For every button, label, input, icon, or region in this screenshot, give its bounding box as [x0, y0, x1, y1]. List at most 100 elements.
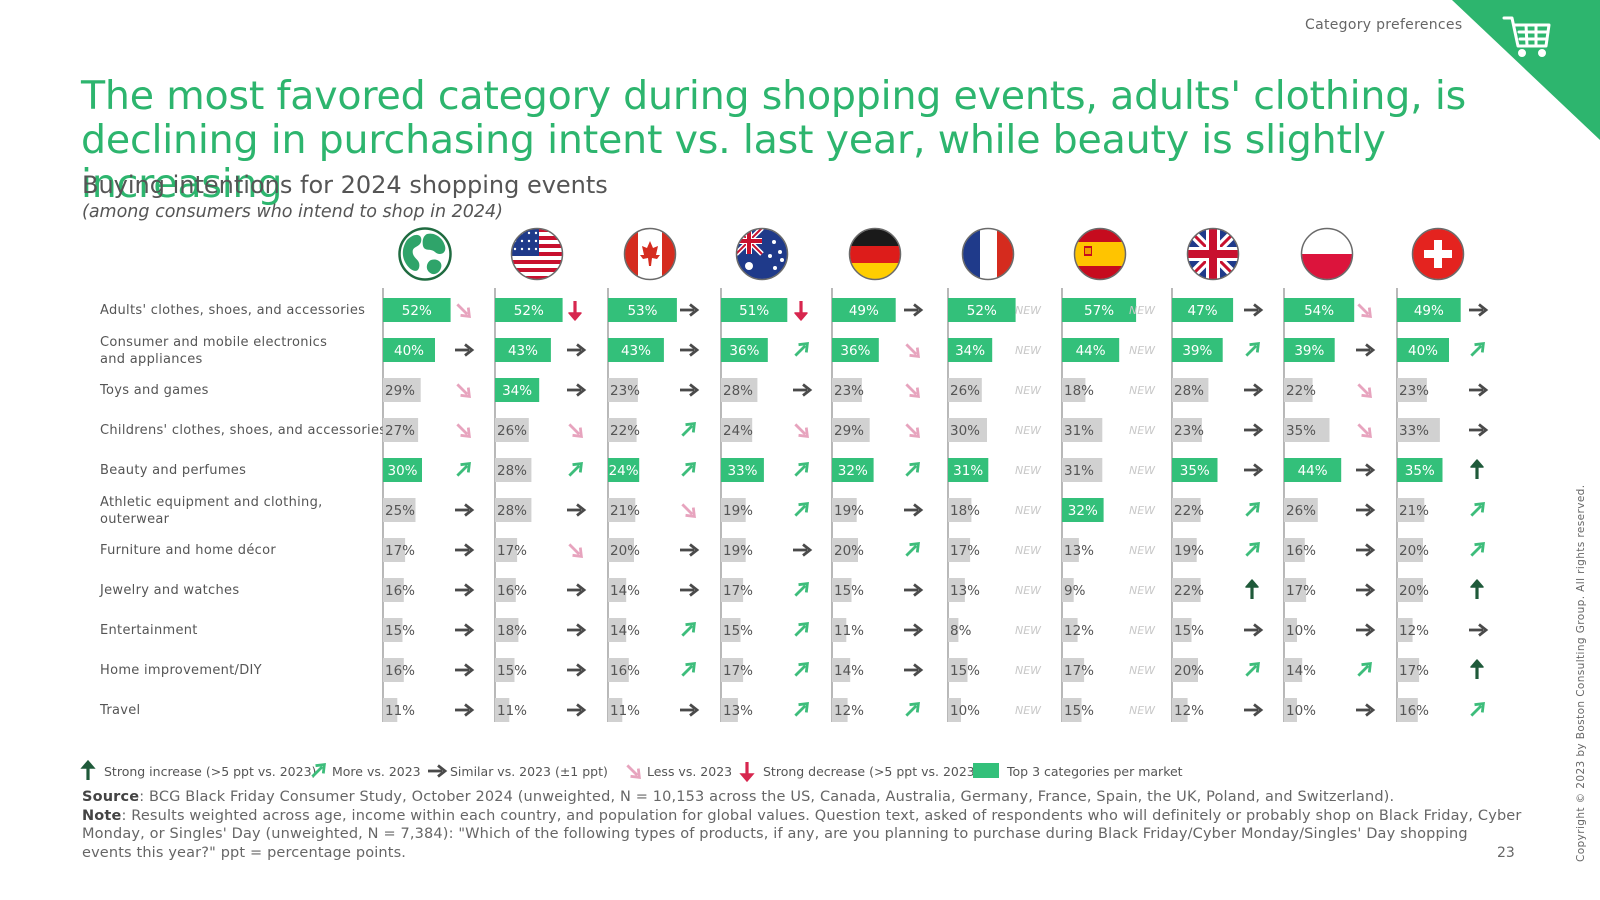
value-label: 21% [610, 503, 640, 519]
copyright: Copyright © 2023 by Boston Consulting Gr… [1575, 484, 1587, 862]
value-bar [721, 538, 746, 562]
trend-similar-icon [793, 543, 813, 557]
trend-more-icon [681, 622, 696, 637]
value-bar [608, 578, 627, 602]
value-bar [948, 298, 1016, 322]
france-flag-icon [961, 227, 1015, 281]
trend-more-icon [1245, 542, 1260, 557]
trend-more-icon [1357, 662, 1372, 677]
trend-new-icon: NEW [1129, 464, 1156, 477]
value-label: 15% [723, 623, 753, 639]
value-bar [1172, 298, 1234, 322]
value-bar [721, 298, 788, 322]
trend-similar-icon [455, 543, 475, 557]
value-label: 20% [610, 543, 640, 559]
svg-text:NEW: NEW [1015, 704, 1042, 717]
chart-rows: Adults' clothes, shoes, and accessories C… [99, 288, 1489, 722]
trend-similar-icon [1244, 703, 1264, 717]
value-label: 13% [1064, 543, 1094, 559]
trend-similar-icon [1356, 543, 1376, 557]
value-label: 26% [1286, 503, 1316, 519]
value-label: 17% [1064, 663, 1094, 679]
trend-similar-icon [567, 503, 587, 517]
trend-similar-icon [455, 343, 475, 357]
value-label: 16% [610, 663, 640, 679]
trend-similar-icon [904, 303, 924, 317]
value-label: 24% [723, 423, 753, 439]
trend-similar-icon [1356, 343, 1376, 357]
trend-more-icon [1245, 662, 1260, 677]
trend-similar-icon [1244, 383, 1264, 397]
value-bar [721, 698, 738, 722]
value-bar [948, 458, 989, 482]
trend-similar-icon [1469, 423, 1489, 437]
page-number: 23 [1497, 845, 1515, 861]
category-label: Consumer and mobile electronics [100, 335, 327, 350]
svg-text:NEW: NEW [1129, 624, 1156, 637]
value-bar [1172, 618, 1192, 642]
value-bar [1062, 378, 1086, 402]
value-bar [1062, 298, 1137, 322]
value-label: 16% [385, 583, 415, 599]
source-text: : BCG Black Friday Consumer Study, Octob… [139, 789, 1395, 805]
value-label: 19% [723, 503, 753, 519]
value-label: 34% [955, 343, 985, 359]
value-bar [608, 538, 634, 562]
value-label: 40% [1408, 343, 1438, 359]
trend-more-icon [681, 462, 696, 477]
svg-text:Similar vs. 2023 (±1 ppt): Similar vs. 2023 (±1 ppt) [450, 764, 608, 779]
value-bar [608, 338, 664, 362]
shopping-cart-icon [1502, 16, 1551, 57]
trend-similar-icon [567, 623, 587, 637]
trend-more-icon [794, 662, 809, 677]
note-label: Note [82, 807, 122, 824]
value-bar [1397, 538, 1423, 562]
svg-text:NEW: NEW [1015, 664, 1042, 677]
value-label: 17% [723, 583, 753, 599]
value-bar [1172, 378, 1209, 402]
value-label: 9% [1064, 583, 1086, 599]
trend-similar-icon [904, 623, 924, 637]
trend-less-icon [568, 543, 583, 558]
value-bar [1062, 618, 1078, 642]
value-label: 49% [1414, 303, 1444, 319]
value-bar [832, 418, 870, 442]
trend-more-icon [794, 462, 809, 477]
chart-subnote: (among consumers who intend to shop in 2… [82, 202, 503, 222]
value-label: 17% [723, 663, 753, 679]
trend-strong-decrease-icon [568, 301, 582, 321]
value-bar [383, 618, 403, 642]
value-bar [608, 618, 627, 642]
value-bar [832, 498, 857, 522]
trend-more-icon [1245, 502, 1260, 517]
value-bar [495, 298, 563, 322]
trend-less-icon [456, 383, 471, 398]
value-label: 26% [950, 383, 980, 399]
trend-new-icon: NEW [1015, 664, 1042, 677]
trend-more-icon [905, 462, 920, 477]
trend-new-icon: NEW [1015, 344, 1042, 357]
value-label: 29% [385, 383, 415, 399]
trend-more-icon [1470, 702, 1485, 717]
trend-new-icon: NEW [1129, 424, 1156, 437]
chart-subtitle: Buying intentions for 2024 shopping even… [82, 171, 608, 199]
trend-similar-icon [455, 623, 475, 637]
value-label: 49% [849, 303, 879, 319]
value-bar [1062, 458, 1103, 482]
svg-text:NEW: NEW [1129, 344, 1156, 357]
trend-less-icon [905, 383, 920, 398]
value-label: 29% [834, 423, 864, 439]
value-label: 19% [834, 503, 864, 519]
value-label: 16% [1286, 543, 1316, 559]
category-label: Travel [99, 703, 140, 718]
value-bar [1397, 578, 1423, 602]
trend-similar-icon [1356, 463, 1376, 477]
value-label: 54% [1304, 303, 1334, 319]
value-bar [1062, 578, 1074, 602]
value-bar [832, 338, 879, 362]
value-label: 16% [385, 663, 415, 679]
value-label: 18% [1064, 383, 1094, 399]
value-label: 23% [1399, 383, 1429, 399]
value-bar [1397, 618, 1413, 642]
value-label: 14% [834, 663, 864, 679]
